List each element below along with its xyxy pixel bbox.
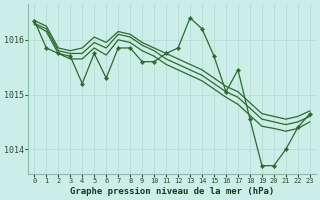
X-axis label: Graphe pression niveau de la mer (hPa): Graphe pression niveau de la mer (hPa) [70,187,274,196]
